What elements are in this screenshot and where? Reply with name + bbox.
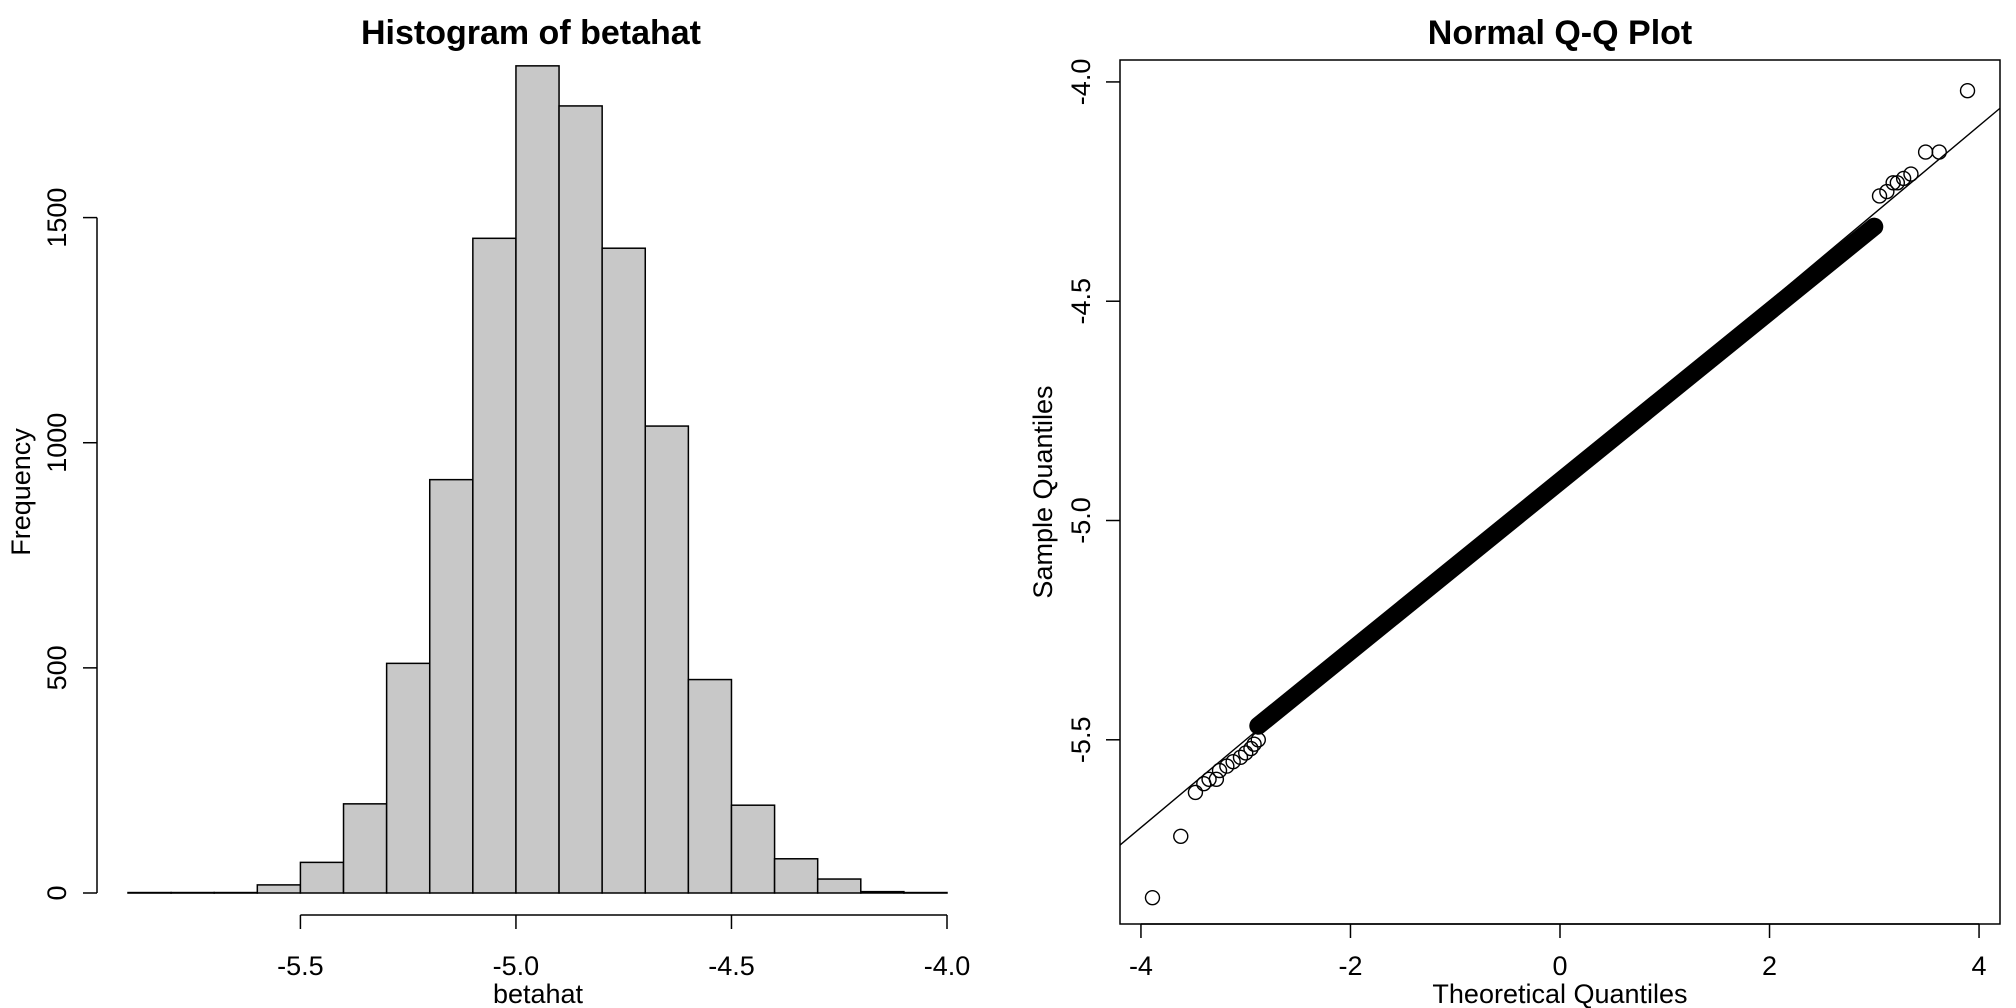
histogram-bars — [127, 65, 948, 894]
qq-point — [1238, 745, 1254, 761]
qq-plot-title: Normal Q-Q Plot — [1428, 14, 1692, 52]
qq-point — [1250, 732, 1266, 748]
histogram-bar — [299, 861, 345, 894]
qq-plot-y-axis-label: Sample Quantiles — [1028, 385, 1058, 598]
histogram-x-tick-label: -5.5 — [277, 951, 324, 981]
qq-point — [1211, 762, 1228, 779]
histogram-y-tick-label: 1000 — [42, 413, 72, 473]
histogram-panel: Histogram of betahat -5.5 -5.0 -4.5 -4.0 0 50… — [6, 14, 970, 1008]
qq-point — [1246, 736, 1262, 752]
histogram-x-axis-label: betahat — [493, 979, 584, 1008]
histogram-bar — [256, 884, 302, 894]
histogram-bar — [213, 891, 259, 894]
histogram-bar — [903, 891, 948, 894]
qq-plot-axes: -4 -2 0 2 4 -5.5 -5.0 -4.5 -4.0 — [1066, 59, 1987, 981]
histogram-bar — [127, 891, 172, 894]
qq-y-tick-label: -4.0 — [1066, 59, 1096, 106]
histogram-x-tick-label: -4.5 — [708, 951, 755, 981]
qq-point — [1225, 754, 1241, 770]
qq-point — [1931, 144, 1947, 160]
qq-point — [1903, 166, 1919, 182]
histogram-y-axis-label: Frequency — [6, 428, 36, 556]
qq-point — [1208, 771, 1225, 787]
histogram-bar — [860, 890, 905, 894]
qq-point-band — [1249, 217, 1884, 735]
qq-point — [1187, 784, 1204, 801]
qq-plot-x-axis-label: Theoretical Quantiles — [1432, 979, 1687, 1008]
histogram-y-tick-label: 1500 — [42, 188, 72, 248]
qq-y-tick-label: -5.5 — [1066, 717, 1096, 764]
histogram-bar — [515, 65, 560, 894]
qq-point — [1144, 889, 1161, 906]
histogram-x-tick-label: -5.0 — [493, 951, 540, 981]
qq-point — [1871, 188, 1888, 204]
histogram-axes: -5.5 -5.0 -4.5 -4.0 0 500 1000 1500 — [42, 188, 970, 981]
histogram-bar — [601, 247, 647, 894]
qq-y-tick-label: -4.5 — [1066, 278, 1096, 325]
histogram-x-tick-label: -4.0 — [924, 951, 971, 981]
qq-point — [1173, 828, 1189, 844]
histogram-bar — [816, 878, 862, 894]
qq-y-tick-label: -5.0 — [1066, 497, 1096, 544]
histogram-bar — [170, 891, 215, 894]
qq-point — [1201, 771, 1217, 787]
histogram-bar — [342, 803, 388, 894]
qq-point — [1895, 170, 1912, 187]
histogram-y-tick-label: 0 — [42, 885, 72, 900]
qq-point — [1917, 144, 1934, 160]
qq-plot-content — [1119, 83, 2001, 906]
qq-x-tick-label: 0 — [1552, 951, 1567, 981]
histogram-bar — [428, 478, 474, 894]
histogram-bar — [730, 804, 776, 894]
histogram-bar — [385, 662, 431, 894]
histogram-bar — [558, 105, 603, 894]
qq-point — [1232, 749, 1249, 766]
qq-point — [1885, 175, 1901, 191]
histogram-bar — [687, 678, 733, 894]
qq-x-tick-label: -4 — [1129, 951, 1153, 981]
qq-point — [1959, 83, 1976, 99]
qq-x-tick-label: -2 — [1338, 951, 1362, 981]
histogram-bar — [644, 425, 690, 894]
histogram-y-tick-label: 500 — [42, 645, 72, 690]
qq-plot-panel: Normal Q-Q Plot -4 -2 0 2 4-5.5-5.0-4.5-4.0 … — [1028, 14, 2001, 1008]
histogram-title: Histogram of betahat — [361, 14, 701, 52]
qq-x-tick-label: 2 — [1762, 951, 1777, 981]
histogram-bar — [773, 858, 819, 894]
histogram-bar — [472, 237, 517, 894]
qq-x-tick-label: 4 — [1972, 951, 1987, 981]
